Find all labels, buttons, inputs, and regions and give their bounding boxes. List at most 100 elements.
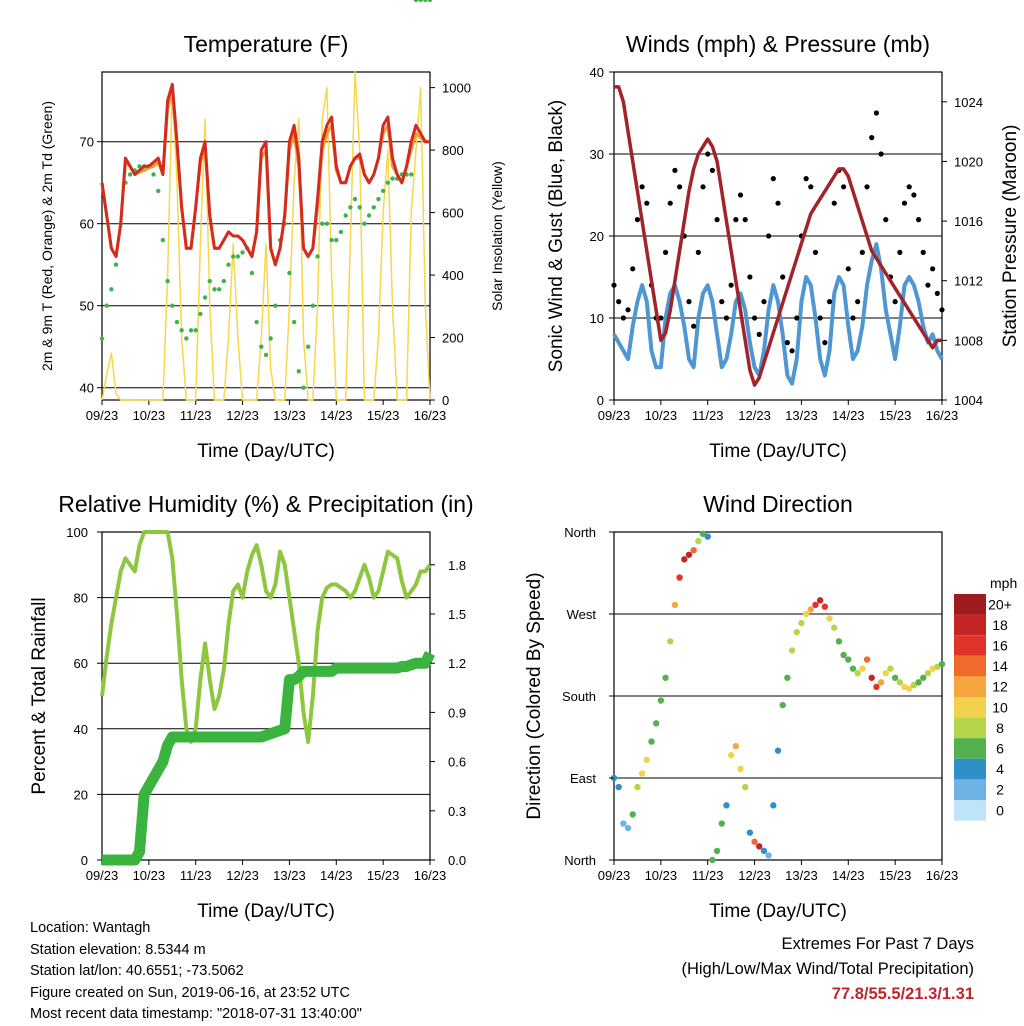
legend-title: mph (990, 575, 1017, 591)
dewpoint-point-55 (357, 205, 362, 210)
extremes-box: Extremes For Past 7 Days (High/Low/Max W… (681, 932, 974, 1007)
direction-point-14 (676, 574, 683, 581)
direction-point-38 (788, 647, 796, 654)
gust-point-23 (719, 299, 725, 305)
direction-point-65 (915, 679, 922, 686)
dewpoint-point-37 (273, 303, 278, 308)
x-tick-label-2-1: 10/23 (645, 408, 678, 423)
legend-swatch-7 (954, 738, 986, 759)
gust-point-41 (803, 176, 809, 182)
dewpoint-point-12 (156, 188, 161, 194)
gust-point-27 (737, 192, 744, 198)
gust-point-64 (911, 192, 917, 198)
x-axis-label-4: Time (Day/UTC) (709, 901, 847, 922)
gust-point-42 (808, 184, 814, 190)
gust-point-63 (906, 184, 912, 190)
direction-point-15 (681, 556, 688, 563)
rh-line (100, 530, 432, 744)
gust-point-62 (901, 200, 908, 206)
y2-tick-label-2-0: 1004 (954, 393, 983, 408)
legend-label-0: 20+ (988, 596, 1012, 612)
y2-tick-label-1-2: 400 (442, 268, 464, 283)
direction-point-7 (643, 756, 650, 763)
gust-point-54 (864, 184, 870, 190)
direction-point-47 (831, 624, 838, 631)
direction-point-1 (615, 783, 622, 791)
dewpoint-point-11 (151, 172, 156, 177)
direction-point-5 (634, 783, 641, 791)
dewpoint-point-54 (352, 196, 358, 202)
gust-point-29 (747, 274, 753, 280)
dewpoint-point-60 (380, 188, 386, 194)
dewpoint-point-30 (240, 250, 245, 255)
legend-label-6: 8 (996, 720, 1004, 736)
dewpoint-point-42 (296, 369, 301, 374)
y-tick-label-1-0: 40 (80, 381, 94, 396)
y-tick-label-1-2: 60 (80, 217, 94, 232)
direction-point-27 (737, 765, 744, 773)
panel-1: 09/23 10/23 11/23 12/23 13/23 14/23 15/23 16/23… (39, 0, 505, 462)
y2-tick-label-1-3: 600 (442, 206, 464, 221)
x-tick-label-3-5: 14/23 (320, 868, 353, 883)
x-tick-label-1-4: 13/23 (273, 408, 306, 423)
direction-point-32 (760, 847, 768, 855)
direction-point-41 (802, 610, 810, 618)
dewpoint-point-20 (193, 328, 198, 333)
dewpoint-point-33 (254, 319, 259, 325)
legend-swatch-0 (954, 594, 986, 615)
x-tick-label-1-5: 14/23 (320, 408, 353, 423)
legend-swatch-1 (954, 614, 986, 636)
y-tick-label-3-0: 0 (81, 853, 88, 868)
dewpoint-point-45 (310, 303, 316, 308)
direction-point-35 (774, 747, 782, 754)
dewpoint-point-27 (226, 262, 231, 267)
chart-title-1: Temperature (F) (184, 31, 349, 57)
direction-point-25 (727, 752, 735, 759)
x-tick-label-2-5: 14/23 (832, 408, 865, 423)
dewpoint-point-53 (348, 205, 353, 210)
direction-point-8 (648, 738, 655, 745)
gust-point-14 (677, 184, 683, 190)
gust-point-16 (686, 299, 692, 305)
y2-axis-label-1: Solar Insolation (Yellow) (489, 161, 505, 311)
gust-point-45 (822, 340, 828, 346)
legend-label-9: 2 (996, 782, 1004, 798)
gust-point-17 (691, 323, 697, 329)
gust-point-65 (915, 217, 922, 223)
gust-point-38 (789, 348, 795, 354)
dewpoint-point-34 (259, 344, 264, 349)
dewpoint-point-19 (188, 328, 194, 333)
gust-point-3 (625, 307, 631, 313)
direction-point-54 (863, 656, 871, 663)
gust-point-18 (695, 249, 701, 255)
gust-point-66 (920, 249, 926, 255)
x-axis-label-3: Time (Day/UTC) (197, 901, 335, 922)
direction-point-44 (816, 597, 824, 604)
direction-point-24 (723, 802, 730, 809)
gust-point-57 (878, 151, 884, 157)
y-tick-label-4-4: North (564, 525, 596, 540)
x-tick-label-3-4: 13/23 (273, 868, 306, 883)
y2-tick-label-1-4: 800 (442, 143, 464, 158)
dewpoint-point-15 (170, 303, 175, 308)
y2-tick-label-3-5: 1.5 (448, 607, 466, 622)
gust-point-11 (662, 249, 669, 255)
legend-label-10: 0 (996, 802, 1004, 818)
direction-point-48 (835, 638, 843, 645)
x-tick-label-3-6: 15/23 (367, 868, 400, 883)
y-axis-label-1: 2m & 9m T (Red, Orange) & 2m Td (Green) (39, 101, 55, 371)
direction-point-45 (821, 603, 829, 610)
x-tick-label-2-3: 12/23 (738, 408, 771, 423)
x-tick-label-4-7: 16/23 (926, 868, 959, 883)
direction-point-52 (854, 670, 861, 677)
gust-point-13 (672, 167, 678, 173)
y-axis-label-3: Percent & Total Rainfall (29, 597, 50, 794)
dewpoint-point-35 (263, 352, 269, 358)
dewpoint-point-36 (268, 336, 273, 341)
chart-title-2: Winds (mph) & Pressure (mb) (626, 31, 930, 57)
gust-point-51 (850, 315, 856, 321)
dewpoint-point-25 (216, 287, 222, 292)
direction-point-64 (910, 681, 918, 689)
y2-axis-label-2: Station Pressure (Maroon) (1000, 125, 1021, 348)
